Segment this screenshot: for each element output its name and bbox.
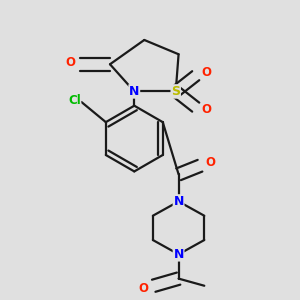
Text: N: N — [129, 85, 140, 98]
Text: Cl: Cl — [68, 94, 81, 107]
Text: O: O — [202, 66, 212, 79]
Text: S: S — [171, 85, 180, 98]
Text: O: O — [202, 103, 212, 116]
Text: O: O — [206, 156, 216, 170]
Text: O: O — [139, 281, 149, 295]
Text: N: N — [173, 195, 184, 208]
Text: N: N — [173, 248, 184, 261]
Text: O: O — [65, 56, 75, 69]
